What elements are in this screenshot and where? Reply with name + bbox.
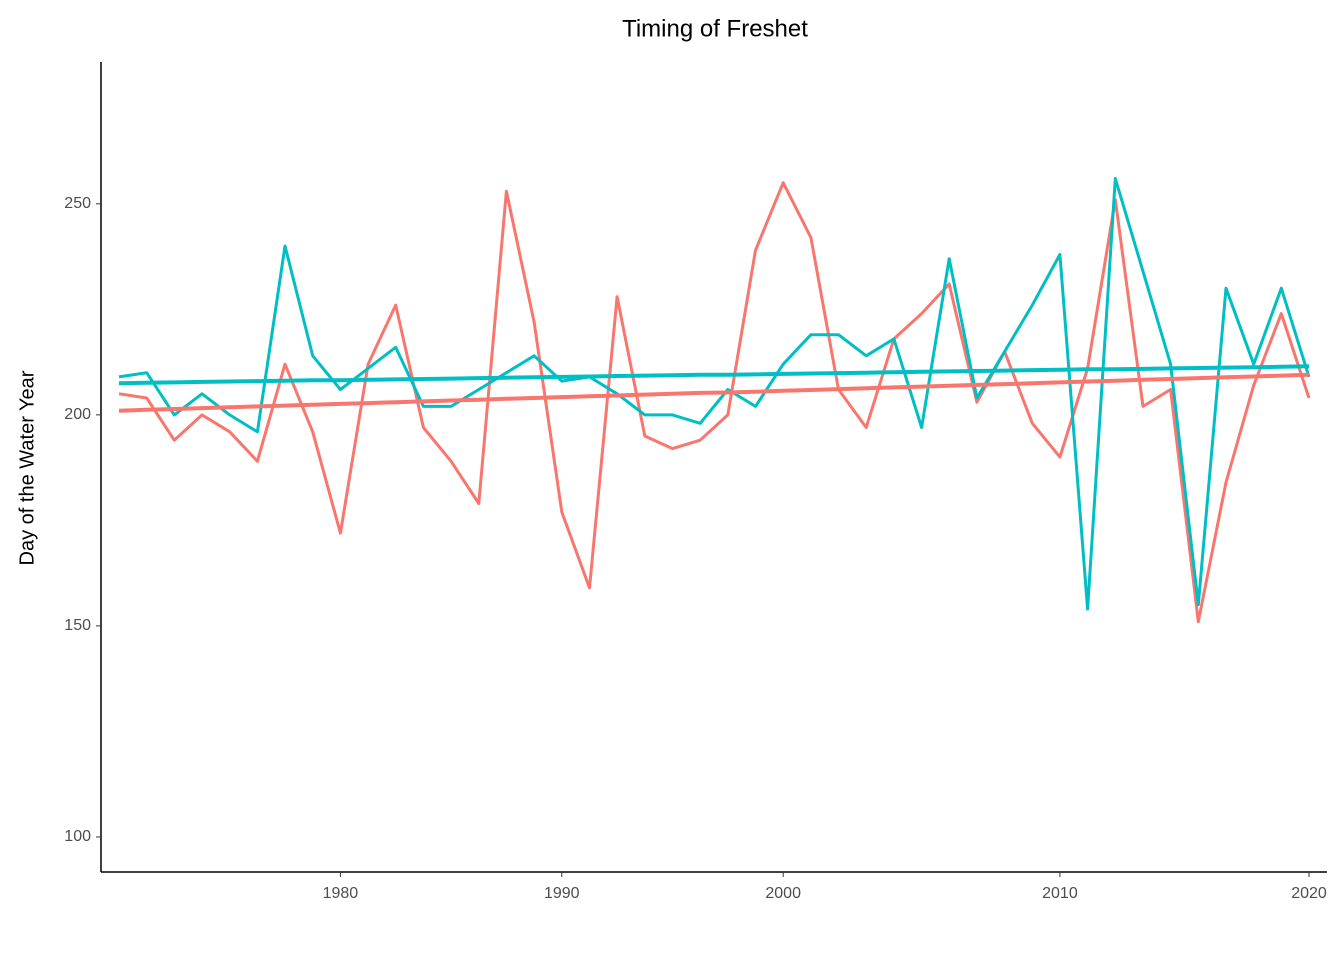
x-tick-label: 2000: [765, 885, 801, 902]
y-tick-label: 100: [64, 828, 91, 845]
y-tick-label: 250: [64, 195, 91, 212]
series-line: [118, 372, 1310, 413]
y-tick-label: 200: [64, 406, 91, 423]
series-line: [118, 181, 1311, 624]
chart-title: Timing of Freshet: [622, 15, 808, 42]
series-line: [118, 364, 1310, 386]
x-tick-label: 1990: [544, 885, 580, 902]
y-tick-label: 150: [64, 617, 91, 634]
y-axis-label: Day of the Water Year: [16, 370, 38, 565]
series-line: [118, 177, 1311, 611]
x-tick-label: 2020: [1291, 885, 1327, 902]
x-tick-label: 1980: [323, 885, 359, 902]
x-tick-label: 2010: [1042, 885, 1078, 902]
